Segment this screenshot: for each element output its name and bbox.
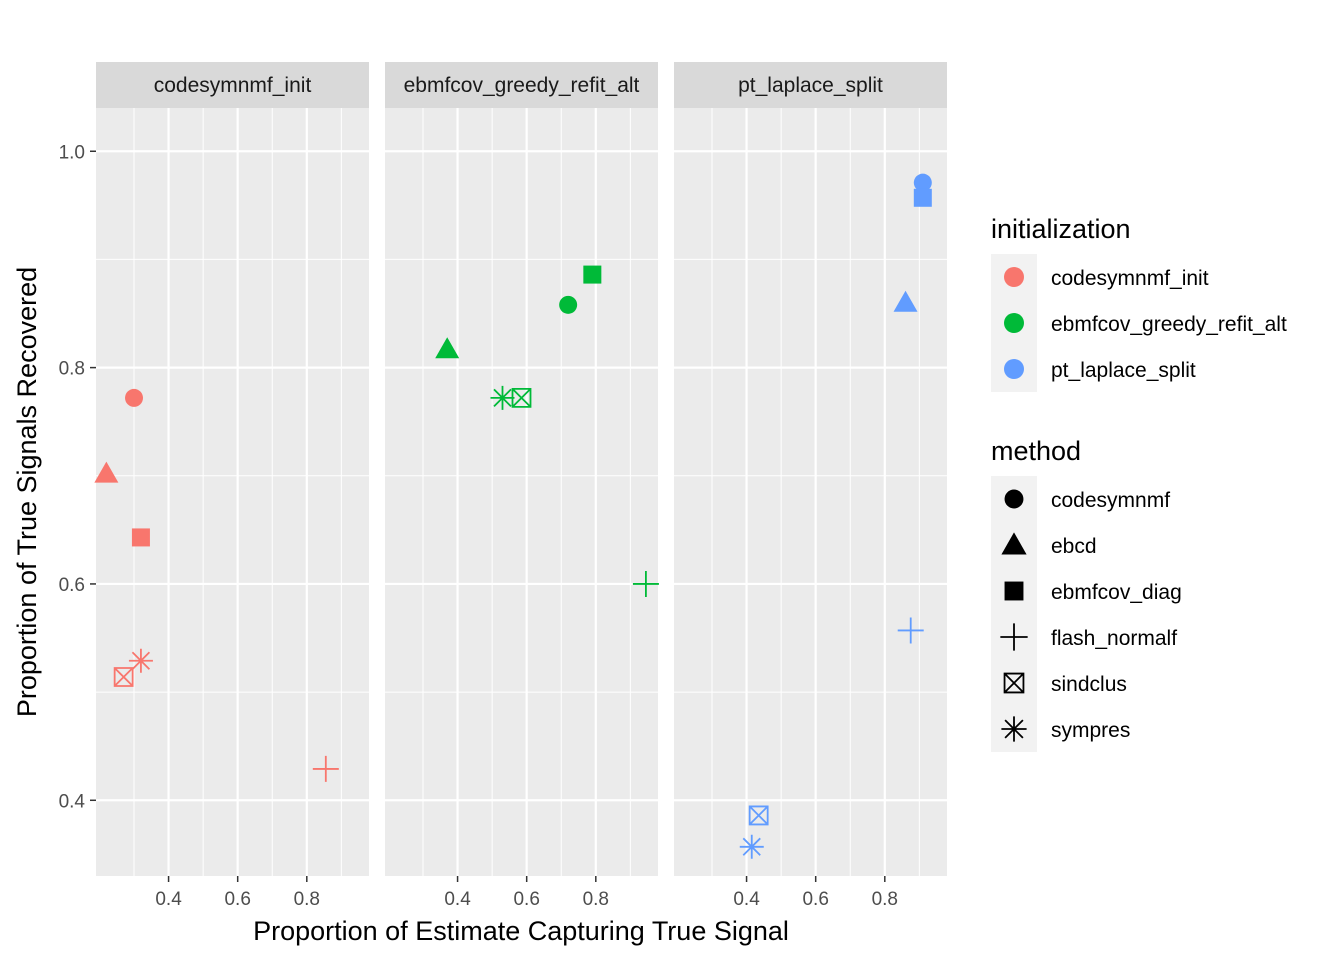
point-ebmfcov_diag <box>913 188 932 207</box>
legend-key-shape <box>1001 532 1027 555</box>
x-tick-label: 0.4 <box>155 889 182 910</box>
facet-panel-ebmfcov_greedy_refit_alt: ebmfcov_greedy_refit_alt <box>385 62 659 876</box>
facet-panels: codesymnmf_init ebmfcov_greedy_refit_alt p… <box>94 62 947 876</box>
legend-label: codesymnmf_init <box>1051 267 1209 290</box>
facet-strip <box>96 62 369 108</box>
legend-title: method <box>991 436 1081 466</box>
point-ebcd <box>94 461 119 483</box>
legend-key-shape <box>1001 716 1027 742</box>
facet-strip-label: ebmfcov_greedy_refit_alt <box>404 74 640 97</box>
x-tick-label: 0.6 <box>802 889 828 910</box>
point-ebmfcov_diag <box>131 528 150 547</box>
point-sindclus <box>511 387 532 408</box>
legend-key-shape <box>1004 581 1024 601</box>
x-tick-label: 0.8 <box>294 889 320 910</box>
point-flash_normalf <box>897 617 924 644</box>
x-tick-label: 0.4 <box>444 889 471 910</box>
facet-strip-label: codesymnmf_init <box>154 74 312 97</box>
facet-strip <box>674 62 947 108</box>
point-flash_normalf <box>632 570 659 597</box>
legend-label: ebmfcov_diag <box>1051 581 1182 604</box>
point-flash_normalf <box>312 755 339 782</box>
y-tick-label: 0.8 <box>59 359 85 380</box>
legend-label: ebmfcov_greedy_refit_alt <box>1051 313 1287 336</box>
panel-background <box>674 108 947 876</box>
legends: initialization codesymnmf_init ebmfcov_gre… <box>991 214 1287 752</box>
facet-panel-pt_laplace_split: pt_laplace_split <box>674 62 947 876</box>
y-tick-label: 0.4 <box>59 791 86 812</box>
legend-label: codesymnmf <box>1051 489 1170 512</box>
facet-strip <box>385 62 658 108</box>
x-tick-label: 0.6 <box>513 889 539 910</box>
legend-key-background <box>991 476 1037 752</box>
y-axis-title: Proportion of True Signals Recovered <box>12 267 42 717</box>
point-sindclus <box>113 667 134 687</box>
points-codesymnmf_init <box>94 388 339 782</box>
facet-panel-codesymnmf_init: codesymnmf_init <box>94 62 369 876</box>
y-tick-label: 0.6 <box>59 575 85 596</box>
x-tick-label: 0.4 <box>733 889 760 910</box>
legend-label: sindclus <box>1051 673 1127 696</box>
point-sympres <box>128 648 153 673</box>
legend-title: initialization <box>991 214 1131 244</box>
legend-method: method codesymnmf ebcd ebmfcov_diag flash_no… <box>991 436 1182 752</box>
panel-background <box>96 108 369 876</box>
legend-key-shape <box>1003 672 1025 694</box>
legend-key-color <box>1004 267 1024 287</box>
legend-label: ebcd <box>1051 535 1097 558</box>
legend-key-shape <box>1000 623 1028 651</box>
point-ebcd <box>435 337 460 359</box>
legend-initialization: initialization codesymnmf_init ebmfcov_gre… <box>991 214 1287 392</box>
x-tick-label: 0.6 <box>224 889 250 910</box>
points-ebmfcov_greedy_refit_alt <box>435 265 659 597</box>
point-sympres <box>739 834 764 859</box>
legend-key-color <box>1004 359 1024 379</box>
point-codesymnmf <box>559 295 578 314</box>
x-tick-label: 0.8 <box>583 889 609 910</box>
axes: 0.4 0.6 0.8 0.4 0.6 0.8 0.4 0.6 0.8 0.4 0.6 0.8 1.0 <box>59 142 898 910</box>
legend-label: flash_normalf <box>1051 627 1177 650</box>
point-codesymnmf <box>125 388 144 407</box>
legend-key-color <box>1004 313 1024 333</box>
point-sympres <box>490 385 515 410</box>
x-tick-label: 0.8 <box>872 889 898 910</box>
x-axis-title: Proportion of Estimate Capturing True Si… <box>253 916 789 946</box>
panel-background <box>385 108 658 876</box>
points-pt_laplace_split <box>739 173 932 859</box>
legend-label: sympres <box>1051 719 1130 742</box>
point-codesymnmf <box>913 173 932 192</box>
point-sindclus <box>748 805 769 826</box>
point-ebcd <box>893 290 918 312</box>
legend-label: pt_laplace_split <box>1051 359 1196 382</box>
facet-strip-label: pt_laplace_split <box>738 74 883 97</box>
point-ebmfcov_diag <box>583 265 602 284</box>
y-tick-label: 1.0 <box>59 142 85 163</box>
legend-key-shape <box>1004 489 1024 509</box>
